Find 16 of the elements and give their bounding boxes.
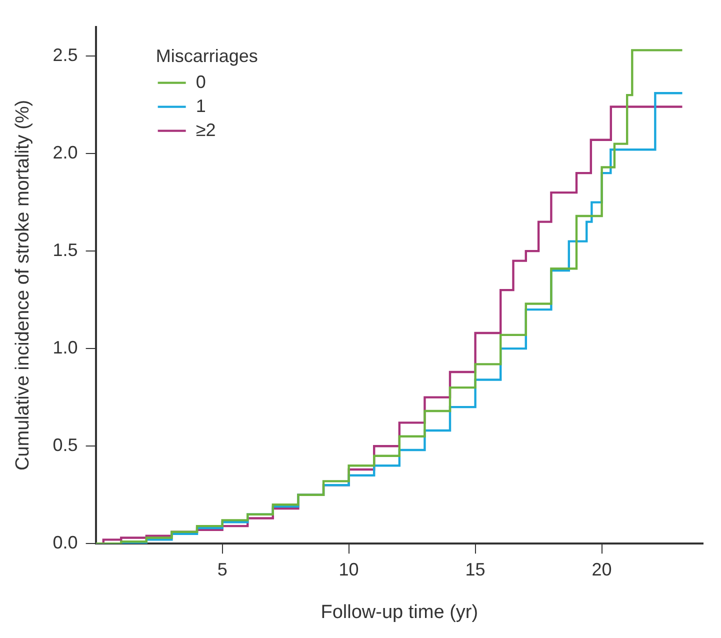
legend-title: Miscarriages bbox=[156, 46, 258, 66]
legend-label: 1 bbox=[196, 96, 206, 116]
x-tick-label: 15 bbox=[465, 559, 486, 580]
legend-label: ≥2 bbox=[196, 120, 216, 140]
y-tick-label: 2.0 bbox=[52, 142, 78, 163]
y-tick-label: 1.0 bbox=[52, 338, 78, 358]
y-tick-label: 1.5 bbox=[52, 240, 78, 260]
x-tick-label: 5 bbox=[217, 559, 228, 580]
legend-label: 0 bbox=[196, 72, 206, 92]
y-axis-title: Cumulative incidence of stroke mortality (%) bbox=[12, 100, 34, 471]
y-tick-label: 2.5 bbox=[52, 45, 78, 66]
x-axis-title: Follow-up time (yr) bbox=[320, 602, 478, 623]
x-tick-label: 20 bbox=[592, 559, 612, 580]
y-tick-label: 0.0 bbox=[52, 532, 78, 553]
y-tick-label: 0.5 bbox=[52, 435, 78, 456]
x-tick-label: 10 bbox=[338, 559, 359, 580]
